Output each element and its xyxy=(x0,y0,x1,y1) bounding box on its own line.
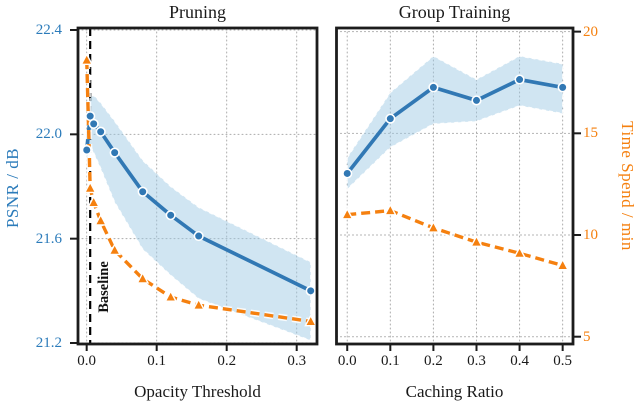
time-point-marker xyxy=(470,234,483,248)
left-x-axis-label: Opacity Threshold xyxy=(134,382,261,401)
x-tick-label: 0.1 xyxy=(147,353,167,369)
psnr-point-marker xyxy=(88,118,99,129)
psnr-point-marker xyxy=(471,95,482,106)
x-tick-label: 0.5 xyxy=(553,353,573,369)
psnr-point-marker xyxy=(95,126,106,137)
psnr-point-marker xyxy=(137,186,148,197)
right-x-axis-label: Caching Ratio xyxy=(405,382,504,401)
axes-spines xyxy=(76,26,319,346)
y-tick-label: 15 xyxy=(583,125,598,142)
psnr-point-marker xyxy=(514,74,525,85)
x-tick-label: 0.1 xyxy=(380,353,400,369)
time-point-marker xyxy=(556,258,570,271)
time-point-marker xyxy=(136,271,150,284)
x-tick-label: 0.2 xyxy=(217,353,237,369)
psnr-point-marker xyxy=(165,210,176,221)
x-tick-label: 0.2 xyxy=(424,353,443,369)
x-tick-label: 0.0 xyxy=(77,353,97,369)
x-tick-label: 0.0 xyxy=(337,353,357,369)
panel-1 xyxy=(70,26,319,351)
y-tick-label: 21.2 xyxy=(35,335,62,351)
right-y-axis-label: Time Spend / min xyxy=(618,121,637,251)
psnr-point-marker xyxy=(109,147,120,158)
y-tick-label: 22.4 xyxy=(35,22,62,38)
y-tick-label: 10 xyxy=(583,227,598,243)
psnr-line xyxy=(345,77,565,176)
time-point-marker xyxy=(304,314,318,327)
psnr-point-marker xyxy=(385,113,396,124)
right-panel-title: Group Training xyxy=(398,2,511,22)
axes-spines xyxy=(335,26,575,346)
confidence-band xyxy=(86,94,312,342)
time-point-marker xyxy=(80,52,94,66)
time-point-marker xyxy=(383,203,397,216)
baseline-annotation-label: Baseline xyxy=(96,261,112,313)
time-point-marker xyxy=(83,180,97,194)
psnr-point-marker xyxy=(305,285,316,296)
time-point-marker xyxy=(340,207,354,220)
psnr-point-marker xyxy=(428,82,439,93)
time-line-outline xyxy=(346,207,564,269)
time-point-marker xyxy=(94,213,108,226)
y-tick-label: 22.0 xyxy=(35,126,62,143)
psnr-point-marker xyxy=(81,144,92,156)
x-tick-label: 0.3 xyxy=(287,353,307,369)
panel-2 xyxy=(335,26,581,351)
time-point-marker xyxy=(426,220,440,233)
y-tick-label: 20 xyxy=(583,23,598,40)
left-y-axis-label: PSNR / dB xyxy=(3,147,22,229)
time-spend-line xyxy=(347,208,564,268)
psnr-point-marker xyxy=(342,168,353,179)
y-tick-label: 5 xyxy=(583,328,591,345)
time-point-marker xyxy=(513,246,527,259)
psnr-point-marker xyxy=(557,82,568,93)
psnr-point-marker xyxy=(193,230,204,242)
y-tick-label: 21.6 xyxy=(35,230,62,247)
left-panel-title: Pruning xyxy=(168,2,226,22)
x-tick-label: 0.4 xyxy=(510,353,529,369)
x-tick-label: 0.3 xyxy=(467,353,486,369)
confidence-band xyxy=(346,55,564,191)
time-point-marker xyxy=(192,297,206,311)
time-point-marker xyxy=(87,195,101,208)
time-point-marker xyxy=(108,242,122,256)
time-point-marker xyxy=(164,289,178,302)
